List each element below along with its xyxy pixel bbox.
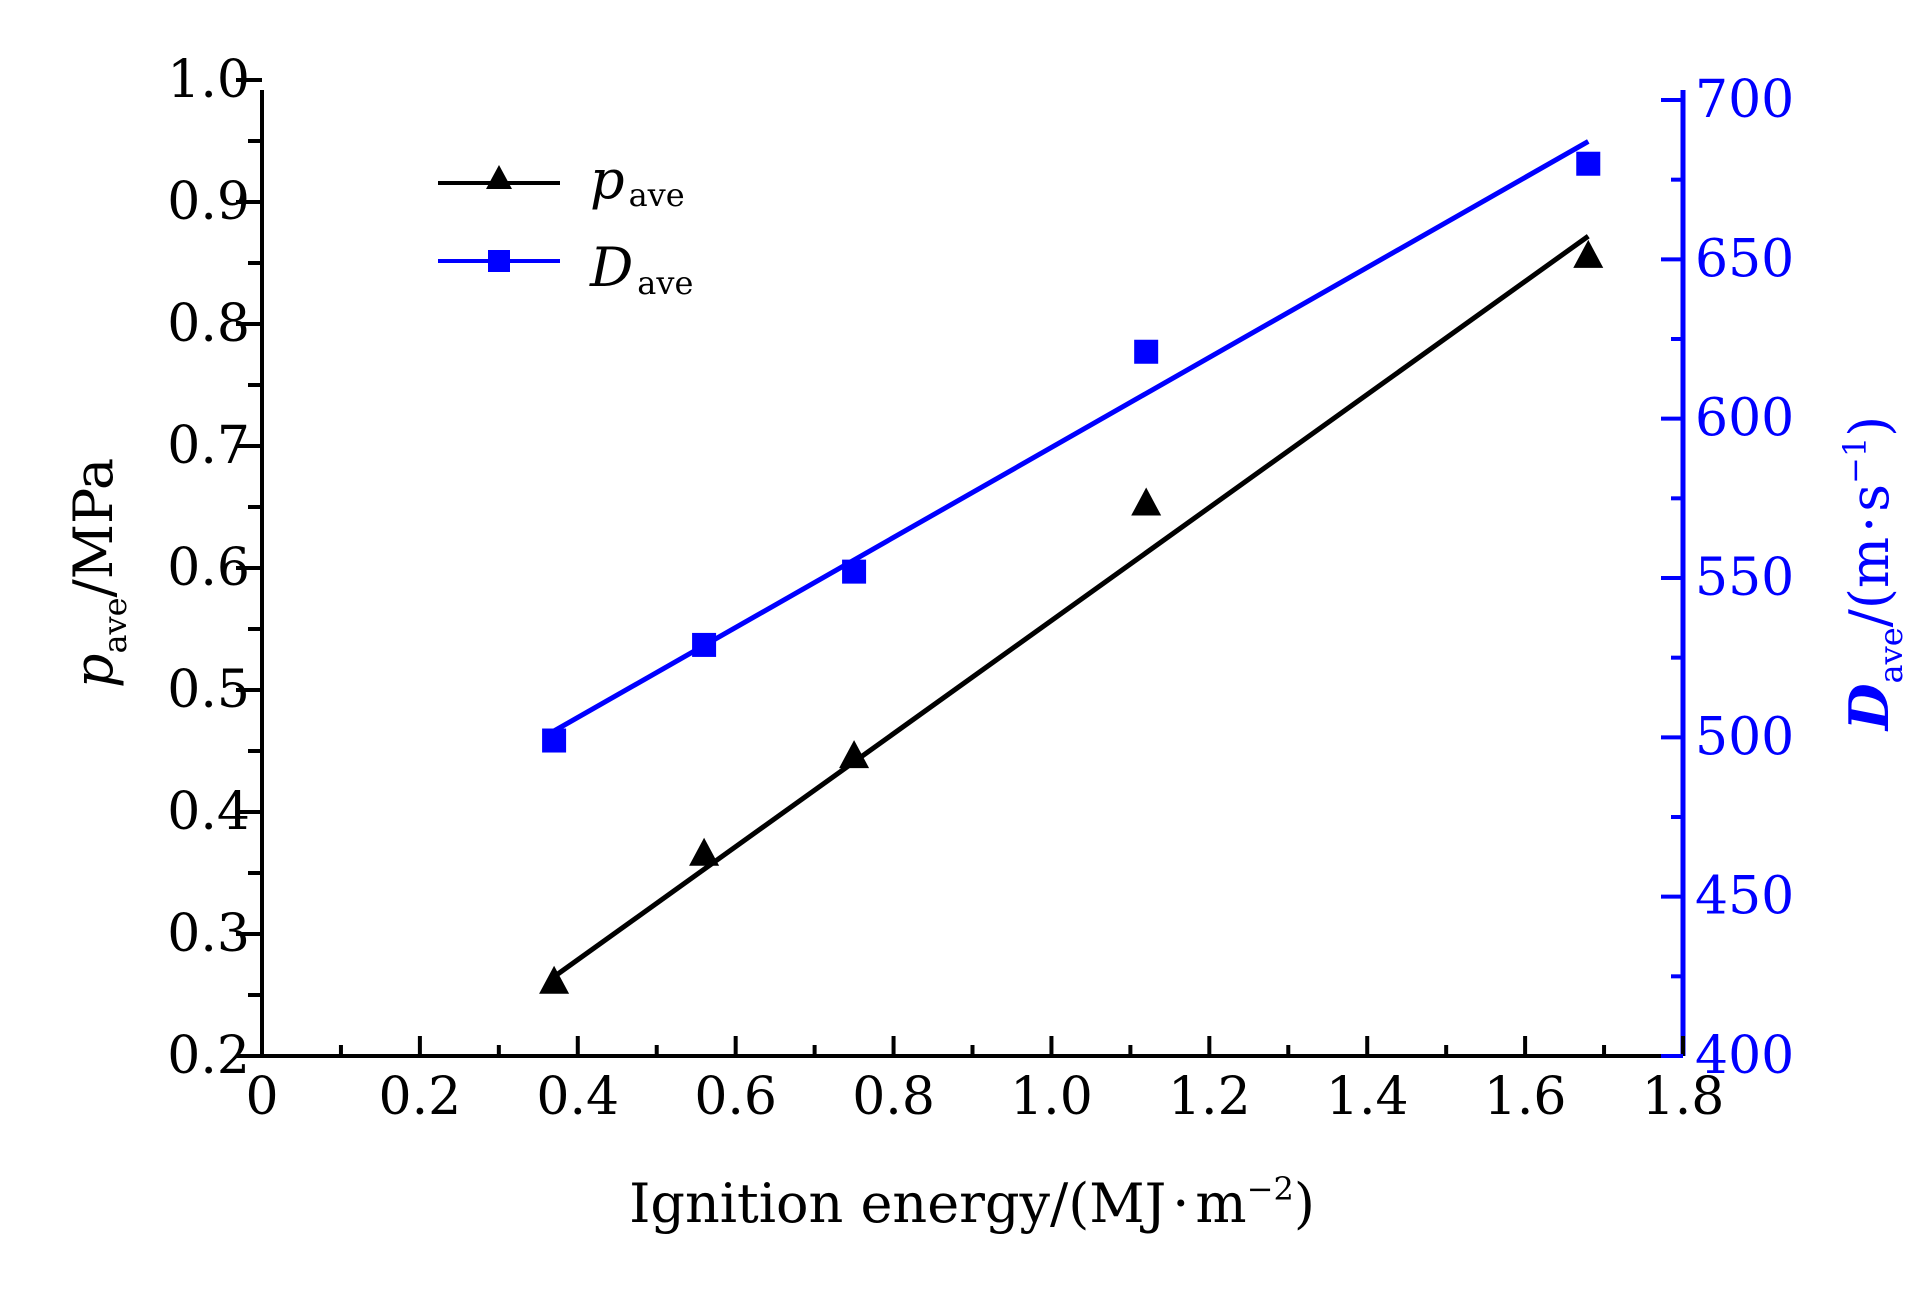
y-left-tick-label: 0.9 bbox=[167, 172, 250, 232]
x-tick-label: 1.6 bbox=[1484, 1067, 1567, 1127]
y-right-tick-label: 500 bbox=[1695, 707, 1794, 767]
legend-p-marker bbox=[486, 165, 512, 189]
series-d-point bbox=[692, 632, 717, 657]
legend-p-sub: ave bbox=[629, 176, 685, 214]
series-d-fit-line bbox=[552, 139, 1590, 734]
legend-d-sub: ave bbox=[637, 264, 693, 302]
x-tick-label: 0.8 bbox=[852, 1067, 935, 1127]
y-left-ticks: 0.2 0.3 0.4 0.5 0.6 0.7 0.8 0.9 1.0 bbox=[167, 50, 262, 1086]
y-left-axis-title-sub: ave bbox=[96, 597, 134, 653]
x-tick-label: 0.2 bbox=[379, 1067, 462, 1127]
y-left-axis-title-var: p bbox=[62, 654, 125, 689]
series-p-point bbox=[839, 740, 870, 769]
x-tick-label: 0 bbox=[245, 1067, 278, 1127]
x-axis-title-main: Ignition energy/(MJ bbox=[629, 1172, 1166, 1235]
x-tick-label: 0.4 bbox=[536, 1067, 619, 1127]
series-layer bbox=[539, 139, 1604, 994]
x-tick-label: 0.6 bbox=[694, 1067, 777, 1127]
y-left-tick-label: 0.3 bbox=[167, 904, 250, 964]
x-tick-label: 1.2 bbox=[1168, 1067, 1251, 1127]
y-right-axis-title-sub: ave bbox=[1872, 627, 1910, 683]
y-left-tick-label: 1.0 bbox=[167, 50, 250, 110]
legend-d-var: D bbox=[589, 236, 633, 299]
y-right-axis-title-close: ) bbox=[1838, 416, 1901, 437]
y-right-axis-title: Dave/(m · s−1) bbox=[1836, 416, 1910, 733]
y-right-axis-title-s: s bbox=[1838, 484, 1901, 512]
y-right-tick-label: 700 bbox=[1695, 70, 1794, 130]
y-right-axis-title-dot: · bbox=[1838, 516, 1901, 533]
series-d-point bbox=[1576, 151, 1601, 176]
y-right-axis-title-var: D bbox=[1837, 683, 1901, 732]
y-right-tick-label: 650 bbox=[1695, 229, 1794, 289]
series-p-fit-line bbox=[552, 234, 1590, 979]
y-left-axis-title: pave/MPa bbox=[62, 458, 134, 688]
y-left-tick-label: 0.6 bbox=[167, 538, 250, 598]
series-p-point bbox=[1131, 487, 1162, 516]
y-right-axis-title-unit: /(m bbox=[1838, 537, 1901, 627]
x-ticks: 0 0.2 0.4 0.6 0.8 1.0 1.2 1.4 1.6 1.8 bbox=[245, 1036, 1724, 1127]
y-left-tick-label: 0.5 bbox=[167, 660, 250, 720]
series-d-point bbox=[1134, 339, 1159, 364]
series-p-point bbox=[1573, 239, 1604, 268]
x-axis-title-dot: · bbox=[1172, 1172, 1189, 1235]
legend-p-var: p bbox=[590, 148, 625, 211]
x-tick-label: 1.0 bbox=[1010, 1067, 1093, 1127]
y-left-axis-title-unit: /MPa bbox=[62, 458, 125, 598]
series-d-point bbox=[842, 559, 867, 584]
x-axis-title-unit: m bbox=[1195, 1172, 1246, 1235]
series-p-point bbox=[689, 837, 720, 866]
y-right-ticks: 400 450 500 550 600 650 700 bbox=[1661, 70, 1794, 1086]
legend-d-marker bbox=[488, 250, 510, 272]
y-left-tick-label: 0.2 bbox=[167, 1026, 250, 1086]
y-right-tick-label: 600 bbox=[1695, 389, 1794, 449]
y-right-tick-label: 550 bbox=[1695, 548, 1794, 608]
y-left-tick-label: 0.4 bbox=[167, 782, 250, 842]
x-tick-label: 1.8 bbox=[1642, 1067, 1725, 1127]
series-p-point bbox=[539, 965, 570, 994]
x-axis-title-exp: −2 bbox=[1247, 1170, 1294, 1208]
x-axis-title: Ignition energy/(MJ · m−2) bbox=[629, 1170, 1315, 1235]
y-right-tick-label: 400 bbox=[1695, 1026, 1794, 1086]
axes bbox=[260, 90, 1686, 1058]
legend-p-label: p ave bbox=[590, 148, 685, 214]
y-right-tick-label: 450 bbox=[1695, 867, 1794, 927]
y-left-tick-label: 0.7 bbox=[167, 416, 250, 476]
x-tick-label: 1.4 bbox=[1326, 1067, 1409, 1127]
x-axis-title-close: ) bbox=[1294, 1172, 1315, 1235]
y-left-tick-label: 0.8 bbox=[167, 294, 250, 354]
y-right-axis-title-exp: −1 bbox=[1836, 437, 1874, 484]
series-d-point bbox=[542, 728, 567, 753]
